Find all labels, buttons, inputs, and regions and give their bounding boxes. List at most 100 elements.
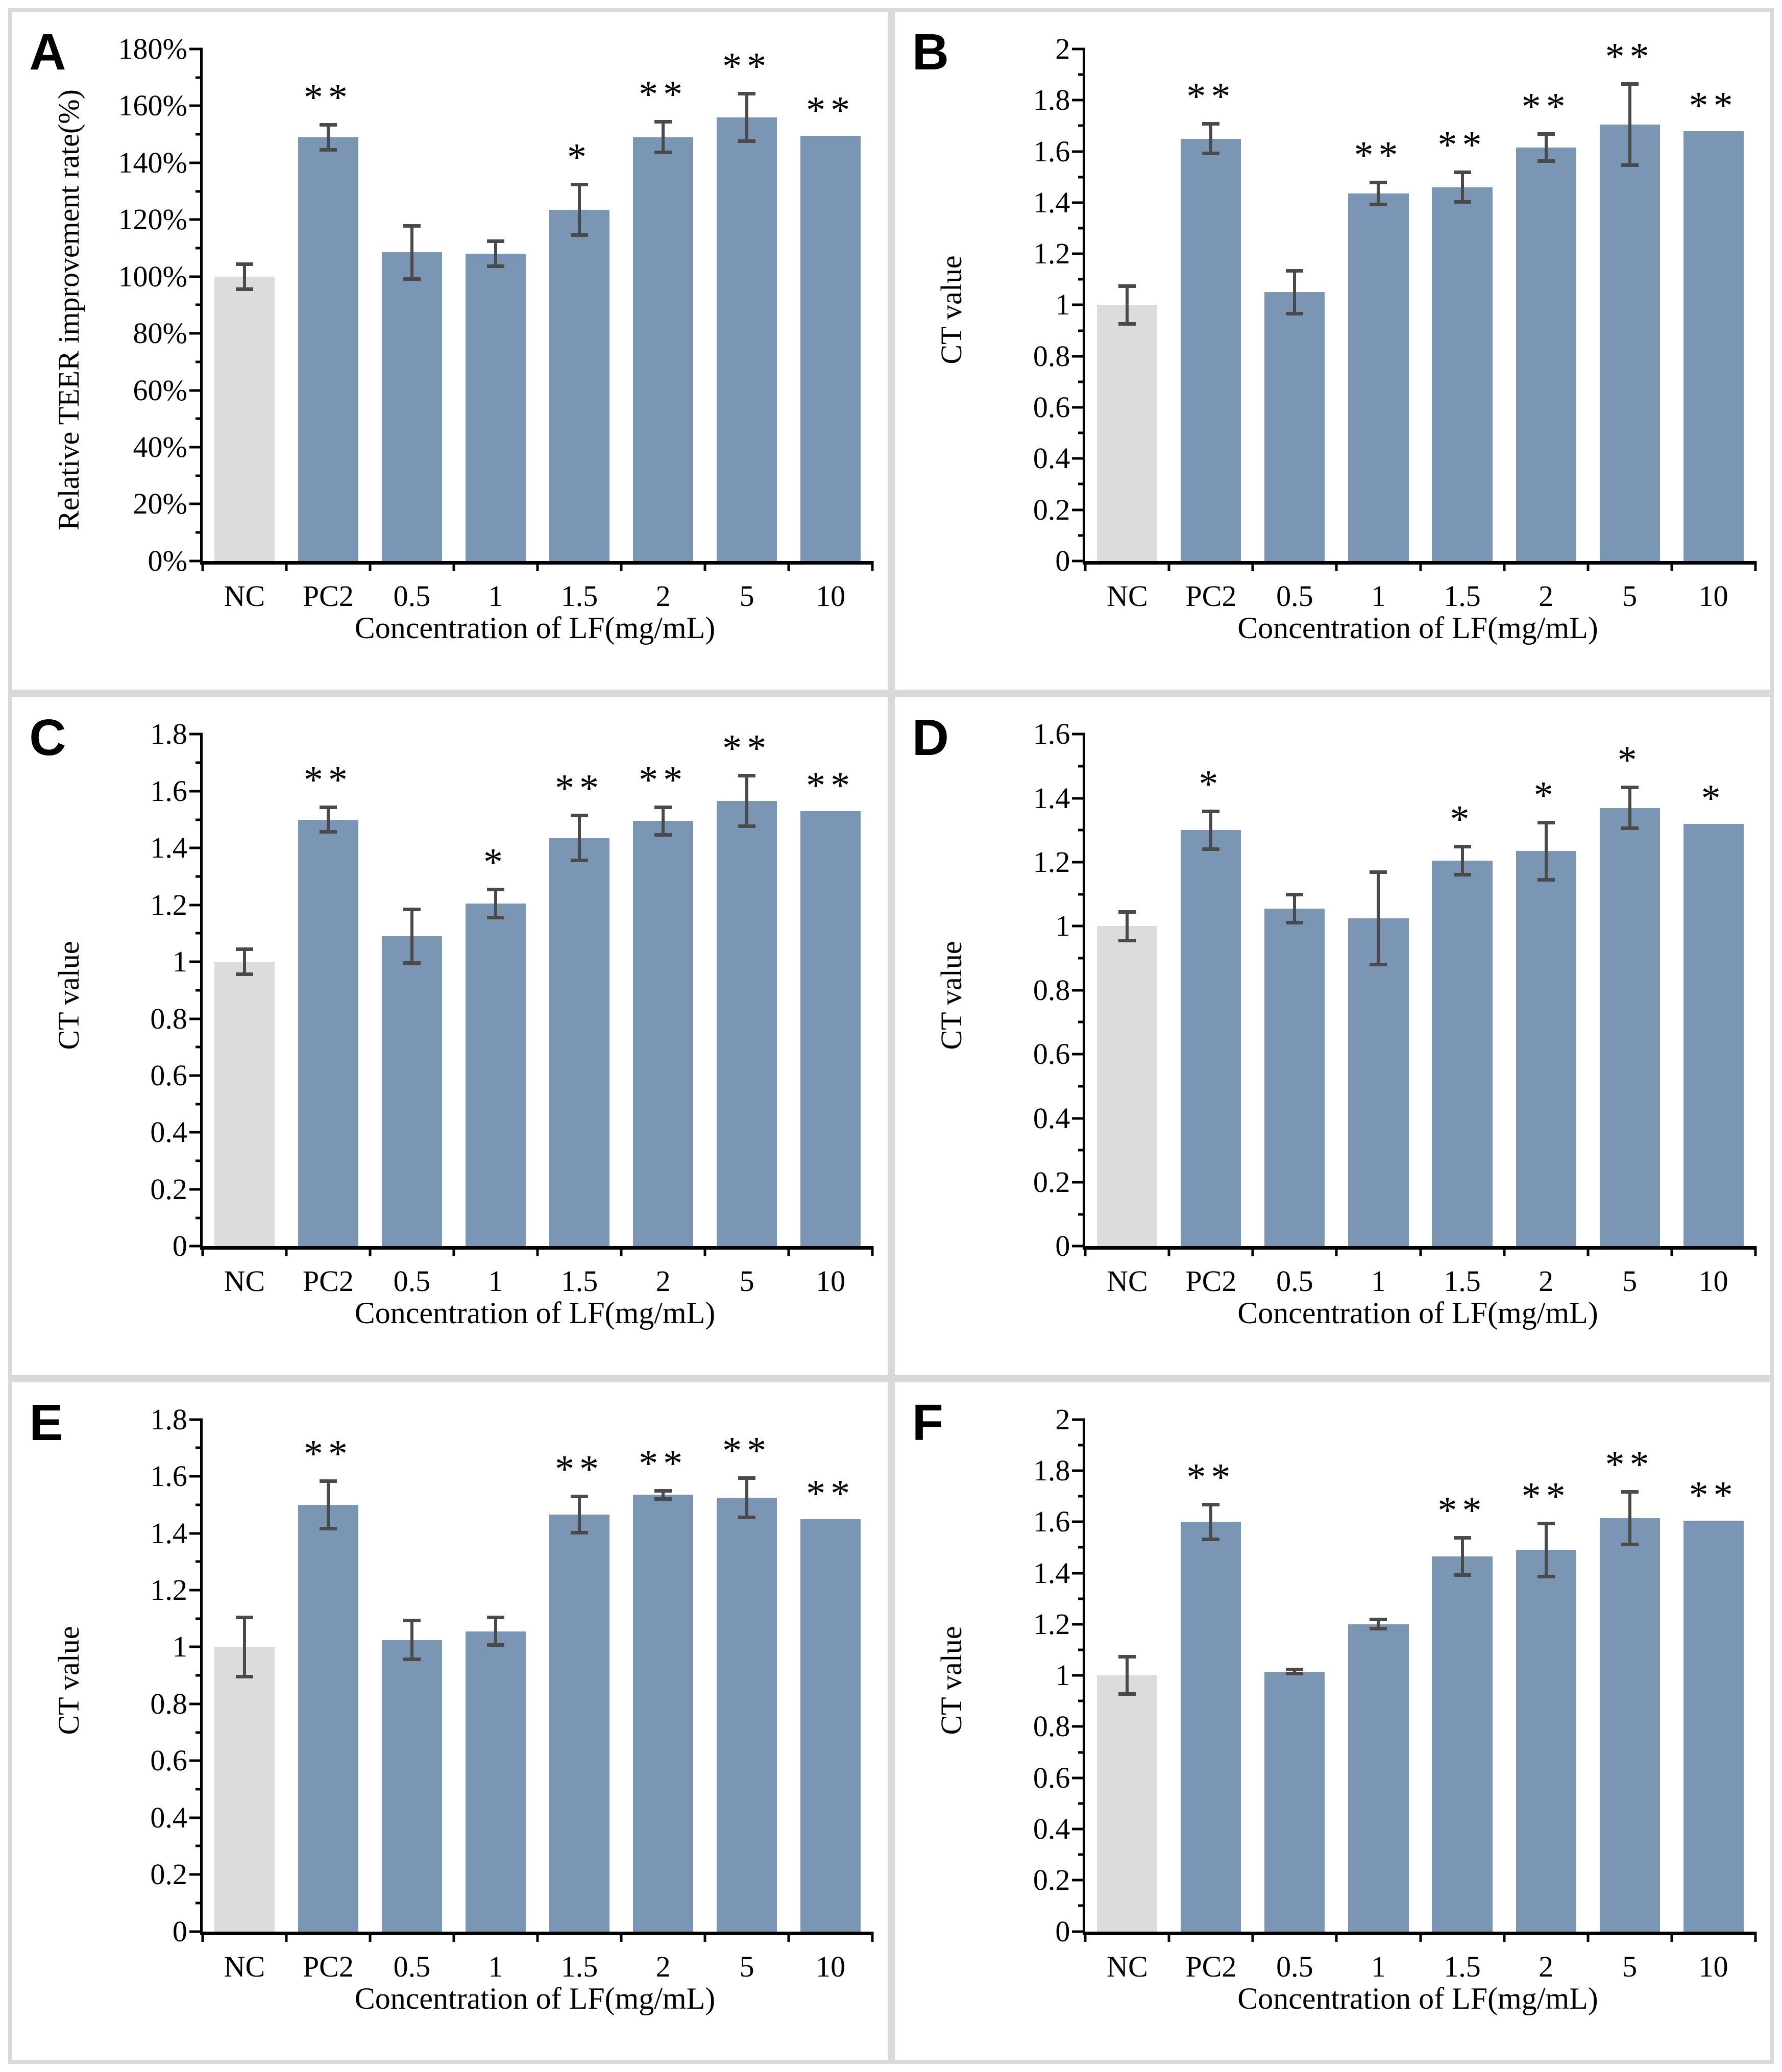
y-minor-tick xyxy=(195,1902,203,1905)
x-tick xyxy=(452,560,455,571)
x-tick xyxy=(1167,560,1170,571)
y-major-tick xyxy=(189,1418,203,1421)
y-minor-tick xyxy=(195,1103,203,1106)
x-tick-label: 0.5 xyxy=(1276,579,1313,613)
error-bar xyxy=(319,805,337,834)
bar xyxy=(800,1519,861,1932)
y-tick-label: 1.6 xyxy=(1033,717,1070,751)
panel-letter-C: C xyxy=(29,709,66,766)
sig-marker: ** xyxy=(1605,35,1654,79)
error-bar xyxy=(571,1495,589,1535)
x-tick xyxy=(703,560,706,571)
y-minor-tick xyxy=(195,474,203,477)
y-minor-tick xyxy=(1078,227,1086,230)
sig-marker: ** xyxy=(639,758,688,801)
x-tick-label: 1 xyxy=(488,579,503,613)
x-tick xyxy=(1754,1931,1757,1942)
bar xyxy=(717,1497,777,1932)
y-tick-label: 120% xyxy=(118,203,187,236)
sig-marker: ** xyxy=(1354,134,1403,177)
y-axis-title: CT value xyxy=(935,255,968,365)
x-tick-label: 1.5 xyxy=(1444,1949,1481,1983)
x-tick-label: NC xyxy=(1107,579,1148,613)
sig-marker: ** xyxy=(1689,1473,1738,1517)
sig-marker: ** xyxy=(555,1448,604,1491)
x-tick xyxy=(536,560,539,571)
y-major-tick xyxy=(1072,457,1086,460)
y-major-tick xyxy=(1072,989,1086,992)
y-tick-label: 1.2 xyxy=(150,888,187,921)
x-tick xyxy=(201,560,204,571)
sig-marker: ** xyxy=(555,767,604,810)
y-major-tick xyxy=(189,502,203,505)
y-minor-tick xyxy=(195,989,203,992)
sig-marker: ** xyxy=(806,1472,856,1515)
y-major-tick xyxy=(189,1188,203,1191)
y-minor-tick xyxy=(1078,380,1086,383)
y-tick-label: 20% xyxy=(133,487,187,521)
x-tick-label: 10 xyxy=(816,1264,846,1298)
y-major-tick xyxy=(1072,1245,1086,1248)
panel-F: F CT value 0 0.2 0.4 0.6 0.8 1 1.2 1.4 1.6 1.8 2 NC… xyxy=(894,1382,1770,2060)
y-minor-tick xyxy=(1078,1149,1086,1152)
y-minor-tick xyxy=(1078,534,1086,537)
y-minor-tick xyxy=(195,133,203,136)
x-tick xyxy=(1586,1246,1590,1257)
sig-marker: ** xyxy=(639,73,688,116)
y-minor-tick xyxy=(1078,176,1086,179)
bar xyxy=(549,209,610,561)
x-tick xyxy=(787,560,790,571)
bar xyxy=(1264,908,1325,1247)
x-tick-label: PC2 xyxy=(302,1949,354,1983)
bar xyxy=(800,135,861,561)
x-axis-title: Concentration of LF(mg/mL) xyxy=(354,611,716,645)
y-tick-label: 1 xyxy=(172,1630,187,1664)
sig-marker: ** xyxy=(1521,85,1571,129)
x-tick-label: 5 xyxy=(739,1949,754,1983)
error-bar xyxy=(486,888,504,919)
y-major-tick xyxy=(1072,201,1086,204)
y-tick-label: 100% xyxy=(118,259,187,293)
x-tick-label: 2 xyxy=(655,1949,671,1983)
y-tick-label: 0.6 xyxy=(1033,1037,1070,1071)
sig-marker: ** xyxy=(1437,1489,1487,1532)
y-tick-label: 0.8 xyxy=(1033,973,1070,1007)
y-axis-title: CT value xyxy=(935,1626,968,1735)
error-bar xyxy=(1202,809,1220,851)
x-tick xyxy=(369,560,372,571)
x-tick xyxy=(1335,1246,1338,1257)
error-bar xyxy=(1453,1535,1471,1577)
x-tick xyxy=(1503,1931,1506,1942)
y-tick-label: 0.2 xyxy=(1033,1863,1070,1897)
bar xyxy=(633,137,694,561)
x-tick-label: PC2 xyxy=(1185,579,1237,613)
y-tick-label: 1 xyxy=(1055,909,1070,943)
y-major-tick xyxy=(189,733,203,736)
panel-E: E CT value 0 0.2 0.4 0.6 0.8 1 1.2 1.4 1.6 1.8 NC P… xyxy=(12,1382,888,2060)
error-bar xyxy=(738,91,756,143)
panel-C: C CT value 0 0.2 0.4 0.6 0.8 1 1.2 1.4 1.6 1.8 NC P… xyxy=(12,697,888,1375)
y-tick-label: 40% xyxy=(133,430,187,464)
y-minor-tick xyxy=(195,360,203,363)
x-tick-label: 1.5 xyxy=(1444,579,1481,613)
x-tick-label: PC2 xyxy=(302,579,354,613)
y-tick-label: 1.4 xyxy=(1033,781,1070,815)
x-tick xyxy=(201,1931,204,1942)
error-bar xyxy=(403,908,421,965)
y-tick-label: 1.2 xyxy=(150,1573,187,1606)
bar xyxy=(381,252,442,561)
y-tick-label: 0.8 xyxy=(1033,339,1070,373)
error-bar xyxy=(654,805,672,837)
x-tick xyxy=(703,1246,706,1257)
y-major-tick xyxy=(1072,1674,1086,1677)
x-tick xyxy=(1084,1246,1087,1257)
y-major-tick xyxy=(1072,1623,1086,1626)
sig-marker: ** xyxy=(722,727,772,770)
y-minor-tick xyxy=(1078,765,1086,768)
y-major-tick xyxy=(1072,1572,1086,1575)
y-tick-label: 1.6 xyxy=(1033,1505,1070,1539)
y-major-tick xyxy=(189,1930,203,1933)
bar xyxy=(1599,808,1660,1247)
x-tick xyxy=(285,560,288,571)
x-tick xyxy=(787,1246,790,1257)
